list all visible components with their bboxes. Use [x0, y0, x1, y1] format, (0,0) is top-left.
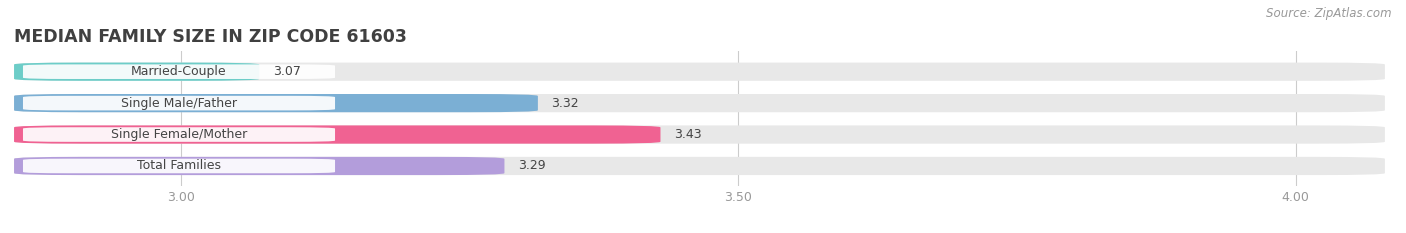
Text: MEDIAN FAMILY SIZE IN ZIP CODE 61603: MEDIAN FAMILY SIZE IN ZIP CODE 61603: [14, 27, 406, 45]
Text: Married-Couple: Married-Couple: [131, 65, 226, 78]
Text: 3.29: 3.29: [517, 159, 546, 172]
FancyBboxPatch shape: [14, 94, 538, 112]
Text: Single Female/Mother: Single Female/Mother: [111, 128, 247, 141]
FancyBboxPatch shape: [22, 64, 335, 79]
FancyBboxPatch shape: [14, 94, 1385, 112]
FancyBboxPatch shape: [14, 157, 505, 175]
FancyBboxPatch shape: [14, 125, 661, 144]
FancyBboxPatch shape: [14, 125, 1385, 144]
Text: 3.32: 3.32: [551, 97, 579, 110]
Text: Single Male/Father: Single Male/Father: [121, 97, 238, 110]
Text: 3.07: 3.07: [273, 65, 301, 78]
FancyBboxPatch shape: [14, 63, 1385, 81]
FancyBboxPatch shape: [14, 63, 259, 81]
Text: Source: ZipAtlas.com: Source: ZipAtlas.com: [1267, 7, 1392, 20]
FancyBboxPatch shape: [22, 159, 335, 173]
FancyBboxPatch shape: [22, 127, 335, 142]
Text: 3.43: 3.43: [673, 128, 702, 141]
FancyBboxPatch shape: [22, 96, 335, 110]
FancyBboxPatch shape: [14, 157, 1385, 175]
Text: Total Families: Total Families: [136, 159, 221, 172]
